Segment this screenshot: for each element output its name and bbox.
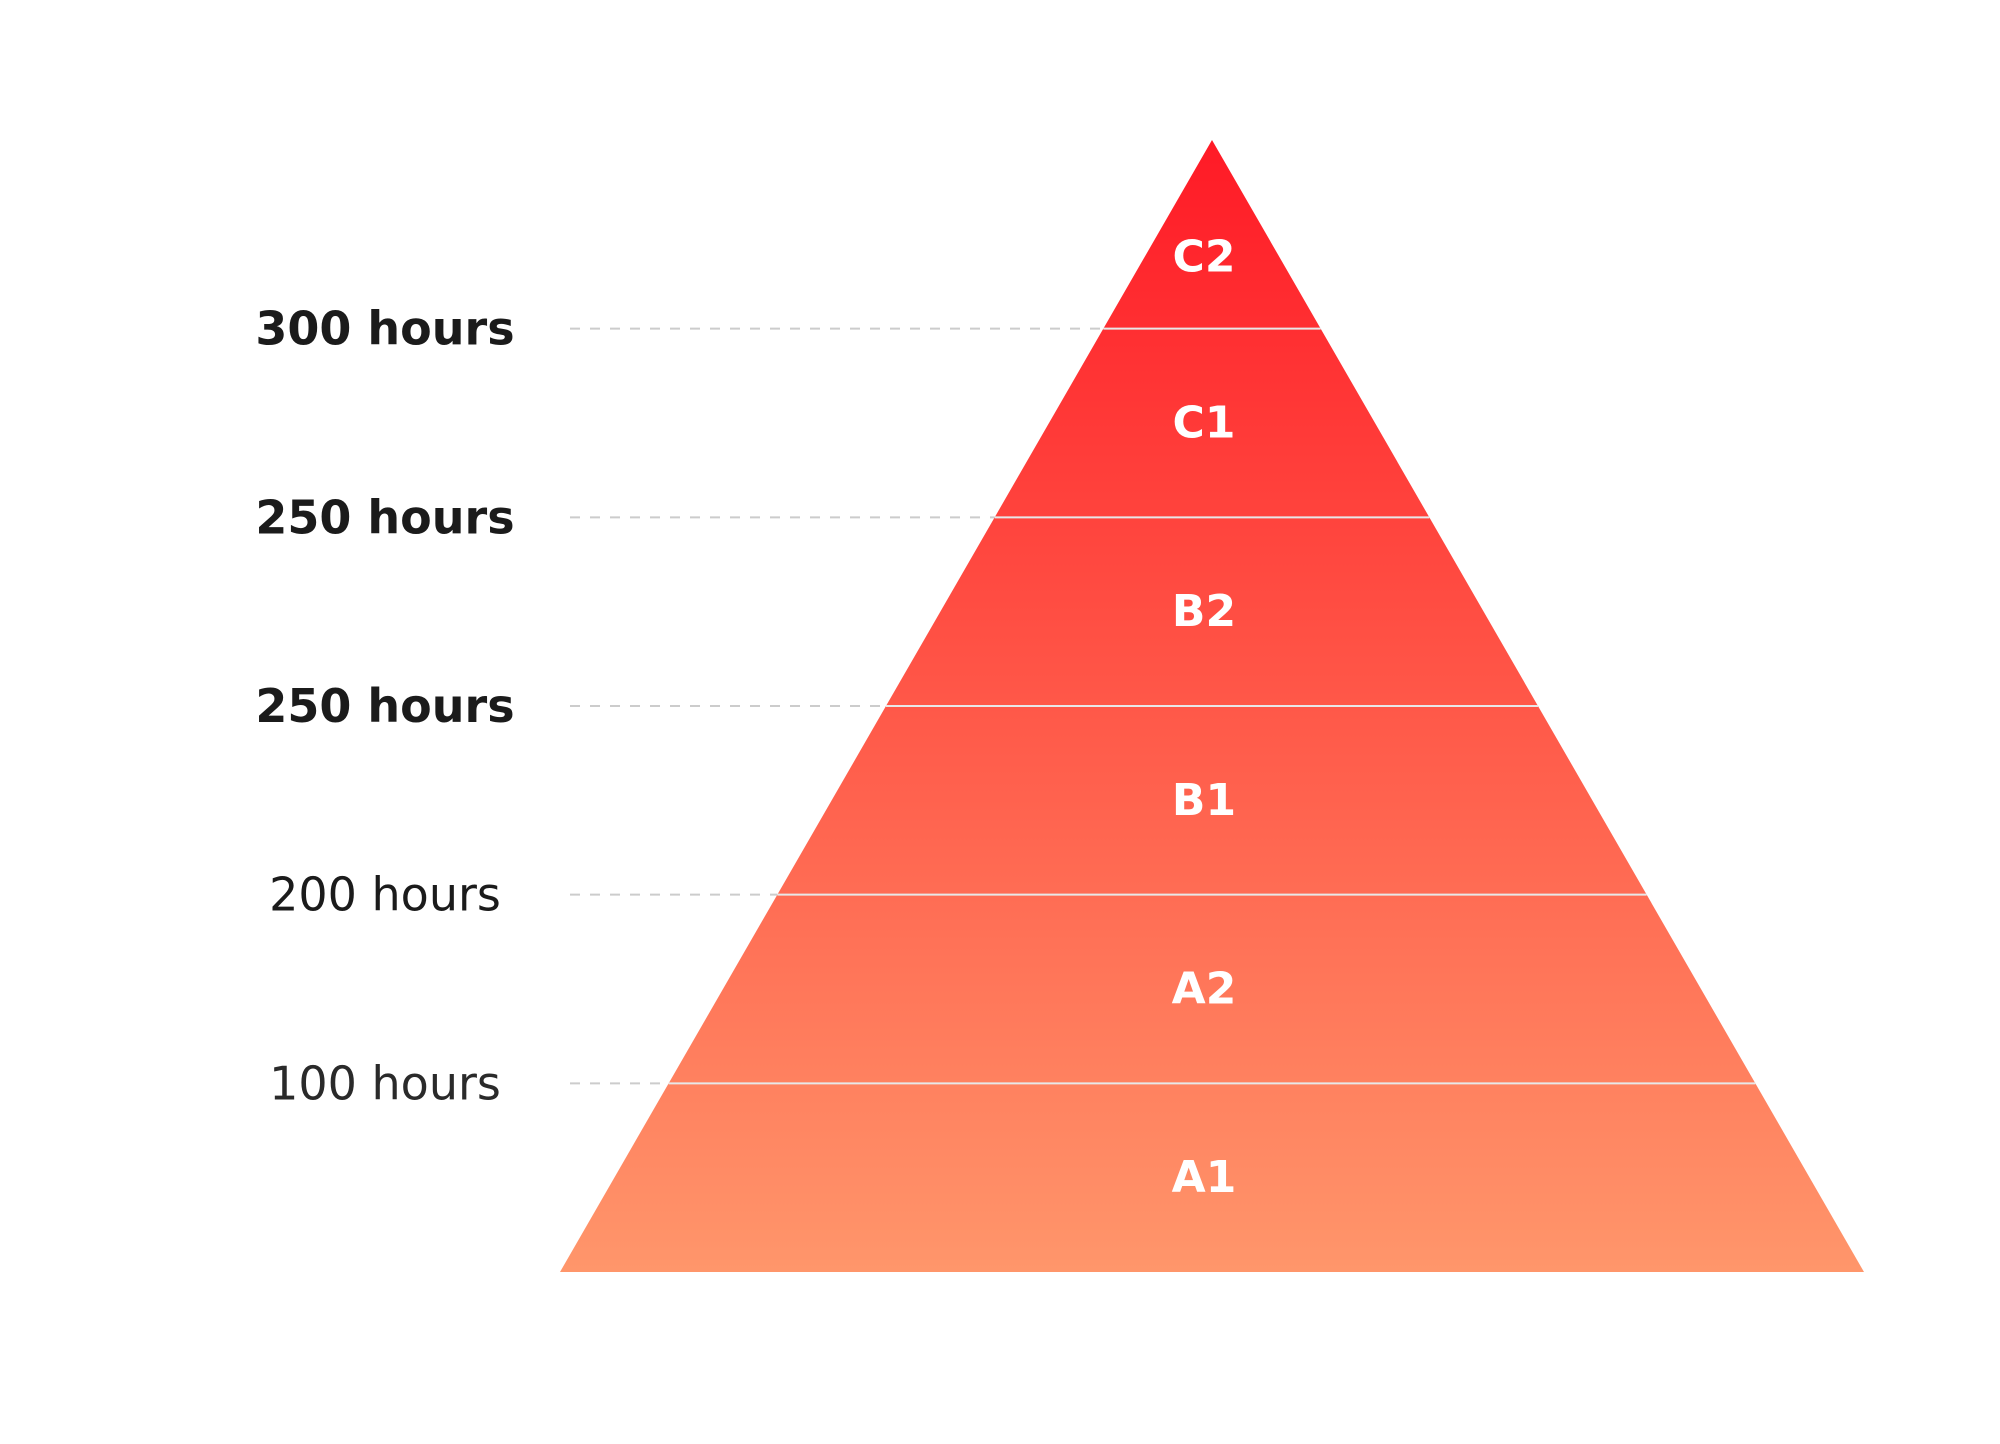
hours-label: 250 hours bbox=[255, 679, 514, 733]
hour-labels: 300 hours 250 hours 250 hours 200 hours 100 … bbox=[255, 302, 514, 1111]
level-labels: C2 C1 B2 B1 A2 A1 bbox=[1172, 231, 1237, 1203]
hours-label: 250 hours bbox=[255, 490, 514, 544]
hours-label: 100 hours bbox=[269, 1056, 501, 1110]
level-label-a2: A2 bbox=[1172, 964, 1237, 1015]
hours-label: 300 hours bbox=[255, 302, 514, 356]
level-label-b2: B2 bbox=[1172, 586, 1236, 637]
dash-guides bbox=[570, 327, 1104, 1085]
hours-label: 200 hours bbox=[269, 868, 501, 922]
level-dividers bbox=[668, 327, 1756, 1085]
level-label-a1: A1 bbox=[1172, 1152, 1237, 1203]
level-label-c1: C1 bbox=[1173, 398, 1236, 449]
level-label-b1: B1 bbox=[1172, 775, 1236, 826]
level-label-c2: C2 bbox=[1173, 231, 1236, 282]
